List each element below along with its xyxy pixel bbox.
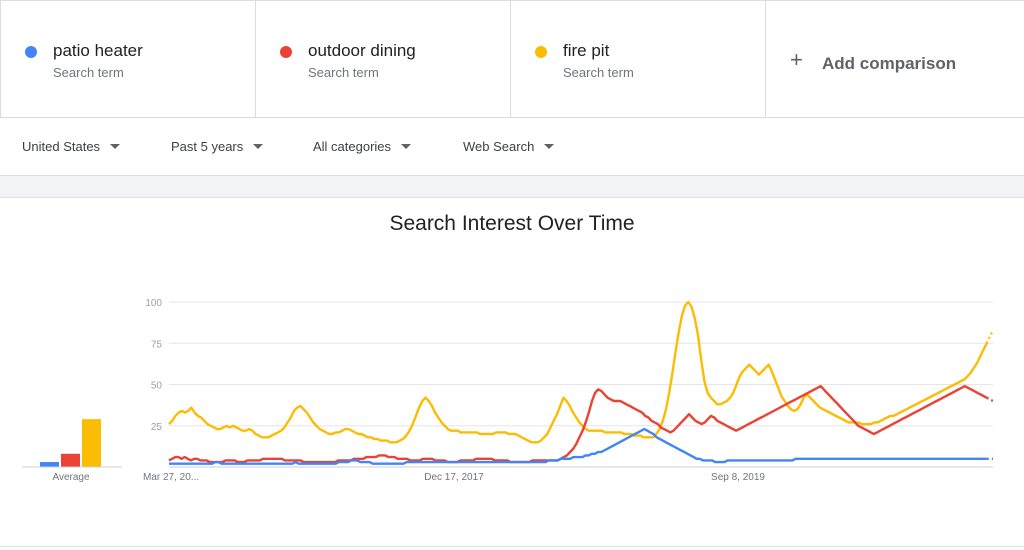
term-card-patio-heater[interactable]: patio heater Search term: [0, 1, 256, 117]
region-label: United States: [22, 139, 101, 154]
comparison-terms-bar: patio heater Search term outdoor dining …: [0, 0, 1024, 118]
section-divider: [0, 176, 1024, 198]
term-card-fire-pit[interactable]: fire pit Search term: [511, 1, 766, 117]
series-partial-line-outdoor-dining: [986, 396, 994, 403]
filters-bar: United States Past 5 years All categorie…: [0, 118, 1024, 176]
dropdown-caret-icon: [401, 144, 412, 149]
average-bar-fire-pit: [82, 419, 101, 467]
plus-icon: +: [790, 47, 803, 72]
search-type-dropdown[interactable]: Web Search: [463, 139, 555, 154]
card-bottom-border: [0, 546, 1024, 547]
search-type-label: Web Search: [463, 139, 535, 154]
chart-title: Search Interest Over Time: [389, 212, 635, 235]
term-color-dot: [280, 46, 292, 58]
term-type-label: Search term: [308, 65, 379, 80]
term-name: patio heater: [53, 41, 143, 60]
y-tick-label: 50: [151, 381, 163, 392]
x-tick-label: Dec 17, 2017: [424, 472, 484, 483]
dropdown-caret-icon: [253, 144, 264, 149]
series-line-patio-heater: [169, 427, 987, 465]
interest-over-time-card: [0, 198, 1024, 550]
y-tick-label: 25: [151, 422, 163, 433]
average-label: Average: [52, 472, 90, 483]
term-card-outdoor-dining[interactable]: outdoor dining Search term: [256, 1, 511, 117]
x-tick-label: Mar 27, 20...: [143, 472, 199, 483]
series-line-outdoor-dining: [168, 384, 988, 464]
x-tick-label: Sep 8, 2019: [711, 472, 765, 483]
category-label: All categories: [313, 139, 392, 154]
term-name: outdoor dining: [308, 41, 416, 60]
category-dropdown[interactable]: All categories: [313, 139, 412, 154]
term-type-label: Search term: [563, 65, 634, 80]
region-dropdown[interactable]: United States: [22, 139, 121, 154]
average-bar-outdoor-dining: [61, 453, 80, 467]
series-partial-line-fire-pit: [985, 329, 995, 344]
series-line-fire-pit: [168, 300, 988, 444]
y-tick-label: 75: [151, 339, 163, 350]
average-bar-patio-heater: [40, 462, 59, 467]
dropdown-caret-icon: [544, 144, 555, 149]
add-comparison-button[interactable]: + Add comparison: [766, 1, 1024, 117]
time-range-dropdown[interactable]: Past 5 years: [171, 139, 264, 154]
time-range-label: Past 5 years: [171, 139, 244, 154]
y-tick-label: 100: [145, 298, 162, 309]
term-name: fire pit: [563, 41, 610, 60]
term-type-label: Search term: [53, 65, 124, 80]
dropdown-caret-icon: [110, 144, 121, 149]
term-color-dot: [535, 46, 547, 58]
add-comparison-label: Add comparison: [822, 54, 957, 73]
term-color-dot: [25, 46, 37, 58]
